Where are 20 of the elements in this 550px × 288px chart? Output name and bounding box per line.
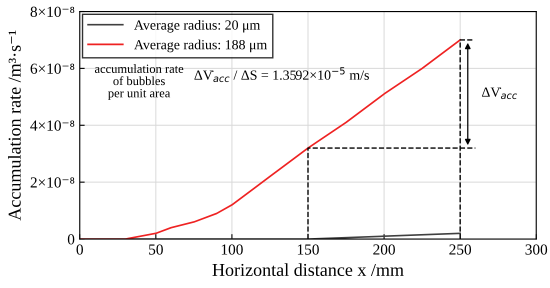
legend-label: Average radius: 20 μm bbox=[134, 20, 260, 33]
x-tick-label: 300 bbox=[526, 244, 548, 255]
x-axis-title: Horizontal distance x /mm bbox=[212, 263, 404, 276]
x-tick-label: 100 bbox=[222, 244, 243, 255]
x-tick-label: 50 bbox=[149, 244, 163, 255]
y-tick-label: 2×10⁻⁸ bbox=[30, 177, 74, 188]
annotation: ΔV̇$_{acc}$ bbox=[482, 87, 518, 100]
y-axis-title: Accumulation rate /m³·s⁻¹ bbox=[8, 30, 21, 221]
y-tick-label: 8×10⁻⁸ bbox=[30, 6, 74, 17]
x-tick-label: 200 bbox=[373, 244, 395, 255]
legend-label: Average radius: 188 μm bbox=[134, 40, 268, 52]
y-tick-label: 6×10⁻⁸ bbox=[30, 64, 74, 74]
annotation: ΔV̇$_{acc}$ / ΔS = 1.3592×10$^{−5}$ m/s bbox=[194, 67, 369, 82]
x-tick-label: 250 bbox=[449, 244, 472, 255]
y-tick-label: 4×10⁻⁸ bbox=[30, 120, 74, 131]
annotation: accumulation rate of bubbles per unit area bbox=[94, 64, 184, 100]
line-series bbox=[80, 39, 461, 240]
x-tick-label: 150 bbox=[298, 244, 319, 255]
x-tick-label: 0 bbox=[76, 244, 83, 255]
y-tick-label: 0 bbox=[68, 234, 74, 244]
